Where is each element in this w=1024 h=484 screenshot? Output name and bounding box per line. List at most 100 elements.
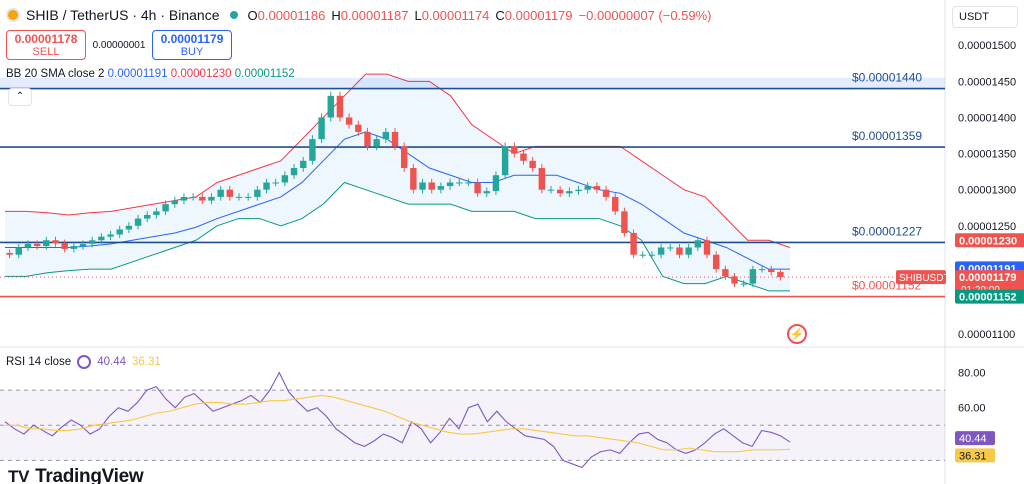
candle-body [144, 214, 151, 219]
ohlc-low: L0.00001174 [414, 7, 490, 23]
rsi-tag-text: 40.44 [959, 433, 987, 445]
rsi-value: 40.44 [97, 356, 126, 368]
sell-price: 0.00001178 [14, 32, 78, 46]
y-tick-label: 0.00001350 [958, 149, 1016, 161]
rsi-line [4, 371, 791, 469]
bb-upper-value: 0.00001230 [170, 68, 232, 80]
candle-body [547, 189, 555, 191]
candle-body [300, 160, 307, 169]
candle-body [208, 196, 215, 201]
candle-body [456, 182, 463, 184]
candle-body [621, 211, 628, 234]
candle-body [446, 182, 454, 187]
candle-body [520, 153, 527, 161]
y-tick-label: 0.00001300 [958, 185, 1016, 197]
candle-body [125, 225, 133, 230]
candle-body [630, 233, 637, 255]
candle-body [336, 95, 344, 118]
candle-body [70, 246, 78, 249]
rsi-legend[interactable]: RSI 14 close 40.44 36.31 [6, 355, 161, 369]
candle-body [43, 240, 50, 247]
sell-button[interactable]: 0.00001178 SELL [6, 30, 86, 60]
candle-body [657, 247, 665, 255]
candle-body [511, 146, 518, 154]
candle-body [116, 229, 123, 235]
market-status-icon [229, 11, 238, 19]
y-tick-label: 0.00001400 [958, 112, 1016, 124]
rsi-tag [955, 431, 995, 446]
level-zone [0, 77, 945, 89]
bb-upper-line [5, 73, 791, 248]
tradingview-logo[interactable]: TV TradingView [8, 466, 144, 484]
candle-body [556, 189, 564, 194]
candle-body [189, 196, 197, 198]
currency-selector[interactable]: USDT [952, 6, 1018, 28]
buy-button[interactable]: 0.00001179 BUY [152, 30, 232, 60]
symbol-title[interactable]: SHIB / TetherUS · 4h · Binance [26, 7, 220, 23]
ohlc-close: C0.00001179 [495, 7, 573, 23]
level-label: $0.00001440 [852, 71, 922, 85]
candle-body [263, 182, 270, 190]
price-tag [955, 233, 1024, 248]
candle-body [648, 254, 656, 256]
candle-body [364, 131, 371, 147]
candle-body [318, 117, 325, 140]
candle-body [731, 276, 738, 284]
candle-body [712, 254, 720, 270]
candle-body [501, 146, 509, 176]
symbol-logo-icon [6, 8, 20, 22]
candle-body [391, 131, 399, 147]
candle-body [419, 182, 426, 190]
candle-body [107, 234, 114, 237]
candle-body [345, 117, 353, 125]
candle-body [52, 240, 59, 244]
rsi-tick-label: 60.00 [958, 403, 986, 415]
candle-body [492, 175, 500, 192]
candle-body [722, 269, 729, 277]
bb-legend[interactable]: BB 20 SMA close 2 0.00001191 0.00001230 … [6, 68, 295, 80]
ohlc-high: H0.00001187 [331, 7, 409, 23]
candle-body [410, 168, 417, 190]
bb-lower-value: 0.00001152 [234, 68, 295, 80]
candle-body [199, 196, 206, 201]
candle-body [6, 252, 13, 255]
candle-body [15, 247, 22, 255]
candle-body [612, 196, 619, 212]
candle-body [98, 236, 105, 241]
level-label: $0.00001359 [852, 129, 922, 143]
symbol-tag [896, 270, 946, 285]
buy-label: BUY [180, 46, 204, 58]
bb-basis-value: 0.00001191 [107, 68, 168, 80]
candle-body [79, 243, 87, 247]
candle-body [134, 218, 142, 226]
tv-mark-icon: TV [8, 467, 30, 484]
candle-body [538, 168, 546, 190]
candle-body [593, 186, 601, 190]
candle-body [226, 189, 234, 197]
chevron-up-icon[interactable]: ⌃ [8, 88, 32, 106]
candle-body [217, 189, 224, 197]
candle-body [749, 269, 757, 284]
candle-body [33, 243, 41, 247]
candle-body [290, 168, 298, 176]
candle-body [694, 240, 702, 248]
rsi-tag-text: 36.31 [959, 450, 987, 462]
y-tick-label: 0.00001450 [958, 76, 1016, 88]
rsi-settings-icon[interactable] [77, 355, 92, 369]
ohlc-open: O0.00001186 [247, 7, 326, 23]
candle-body [162, 204, 169, 212]
price-tag-text: 0.00001230 [959, 235, 1017, 247]
level-label: $0.00001227 [852, 224, 922, 238]
lightning-icon[interactable]: ⚡ [787, 324, 807, 344]
price-tag [955, 270, 1024, 297]
candle-body [602, 189, 610, 197]
candle-body [254, 189, 261, 197]
chart-header: SHIB / TetherUS · 4h · Binance O0.000011… [0, 0, 940, 30]
candle-body [676, 247, 683, 255]
rsi-sma-value: 36.31 [131, 356, 161, 368]
candle-body [355, 124, 362, 132]
candle-body [24, 243, 32, 248]
candle-body [703, 240, 711, 255]
candle-body [437, 186, 445, 190]
